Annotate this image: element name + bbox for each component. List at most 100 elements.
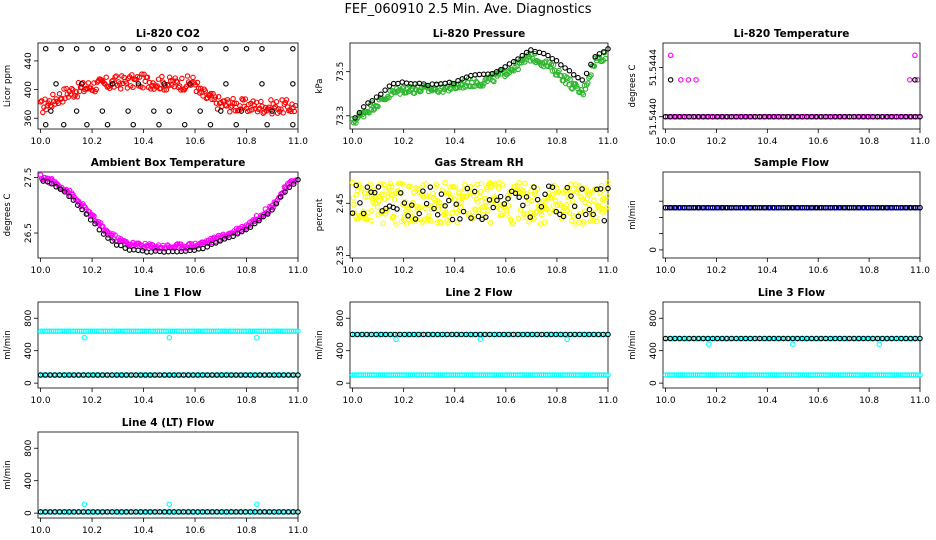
- data-point: [73, 89, 79, 95]
- data-point: [181, 45, 188, 52]
- data-point: [590, 218, 596, 224]
- data-point: [446, 197, 452, 204]
- data-point: [422, 205, 428, 212]
- data-point: [234, 231, 241, 237]
- data-point: [401, 200, 408, 206]
- data-point: [79, 81, 85, 87]
- data-point: [228, 104, 234, 111]
- data-point: [125, 108, 131, 114]
- data-point: [510, 58, 517, 65]
- data-point: [163, 87, 170, 93]
- y-tick-label: 2.35: [336, 245, 346, 265]
- data-point: [353, 192, 359, 198]
- data-point: [81, 501, 88, 507]
- data-point: [678, 77, 684, 83]
- data-point: [440, 202, 446, 209]
- data-point: [475, 199, 481, 205]
- data-point: [549, 68, 556, 74]
- data-point: [360, 210, 367, 217]
- data-point: [706, 341, 712, 347]
- data-point: [393, 221, 399, 227]
- y-tick-label: 2.45: [336, 193, 346, 213]
- x-tick-label: 10.4: [134, 396, 154, 406]
- data-point: [264, 121, 270, 128]
- data-point: [349, 210, 356, 216]
- x-tick-label: 10.6: [185, 137, 205, 147]
- data-point: [202, 88, 209, 94]
- data-point: [544, 206, 550, 213]
- data-point: [592, 186, 598, 193]
- data-point: [47, 103, 54, 109]
- data-point: [58, 45, 64, 52]
- data-point: [104, 121, 111, 128]
- x-tick-label: 10.4: [757, 266, 777, 276]
- data-point: [498, 66, 504, 73]
- data-point: [453, 201, 459, 207]
- y-tick-label: 800: [336, 309, 346, 326]
- series-line3-cyan-low: [662, 372, 923, 378]
- x-tick-label: 10.0: [656, 396, 676, 406]
- data-point: [260, 213, 267, 220]
- data-point: [579, 196, 586, 203]
- y-tick-label: 800: [24, 439, 34, 456]
- data-point: [569, 86, 576, 92]
- data-point: [391, 213, 397, 220]
- data-point: [290, 81, 296, 87]
- x-tick-label: 10.0: [656, 266, 676, 276]
- data-point: [184, 73, 191, 79]
- data-point: [273, 200, 280, 207]
- data-point: [135, 247, 141, 254]
- data-point: [387, 180, 394, 187]
- data-point: [440, 89, 446, 95]
- data-point: [173, 78, 180, 84]
- data-point: [563, 201, 570, 208]
- data-point: [433, 184, 439, 191]
- data-point: [453, 209, 460, 216]
- data-point: [515, 66, 521, 73]
- data-point: [533, 209, 539, 215]
- data-point: [57, 186, 64, 192]
- data-point: [497, 206, 503, 213]
- data-point: [581, 208, 588, 215]
- x-tick-label: 10.2: [82, 396, 102, 406]
- data-point: [53, 184, 59, 190]
- data-point: [464, 185, 471, 192]
- data-point: [423, 200, 430, 207]
- data-point: [165, 82, 172, 89]
- data-point: [103, 227, 109, 233]
- data-point: [605, 179, 611, 186]
- data-point: [140, 84, 146, 91]
- chart-title: Gas Stream RH: [434, 157, 523, 169]
- data-point: [519, 187, 526, 194]
- data-point: [225, 99, 232, 105]
- data-point: [418, 88, 424, 94]
- data-point: [166, 334, 173, 341]
- data-point: [242, 96, 249, 102]
- data-point: [520, 202, 526, 209]
- data-point: [155, 76, 162, 82]
- data-point: [351, 202, 357, 208]
- data-point: [293, 372, 299, 378]
- data-point: [135, 45, 142, 52]
- data-point: [122, 245, 128, 251]
- data-point: [116, 81, 123, 87]
- data-point: [48, 108, 54, 114]
- y-axis-label: ml/min: [3, 460, 13, 490]
- data-point: [512, 190, 519, 197]
- data-point: [40, 109, 46, 116]
- data-point: [566, 68, 573, 74]
- series-ambient-dense: [37, 172, 299, 252]
- data-point: [290, 181, 297, 187]
- x-tick-label: 10.0: [343, 137, 363, 147]
- data-point: [495, 185, 502, 192]
- data-point: [92, 220, 98, 227]
- data-point: [915, 113, 921, 120]
- data-point: [542, 191, 548, 198]
- data-point: [174, 248, 180, 255]
- data-point: [912, 52, 918, 59]
- data-point: [581, 219, 587, 225]
- data-point: [233, 121, 239, 128]
- data-point: [356, 109, 363, 116]
- data-point: [470, 83, 476, 90]
- x-tick-label: 11.0: [598, 396, 618, 406]
